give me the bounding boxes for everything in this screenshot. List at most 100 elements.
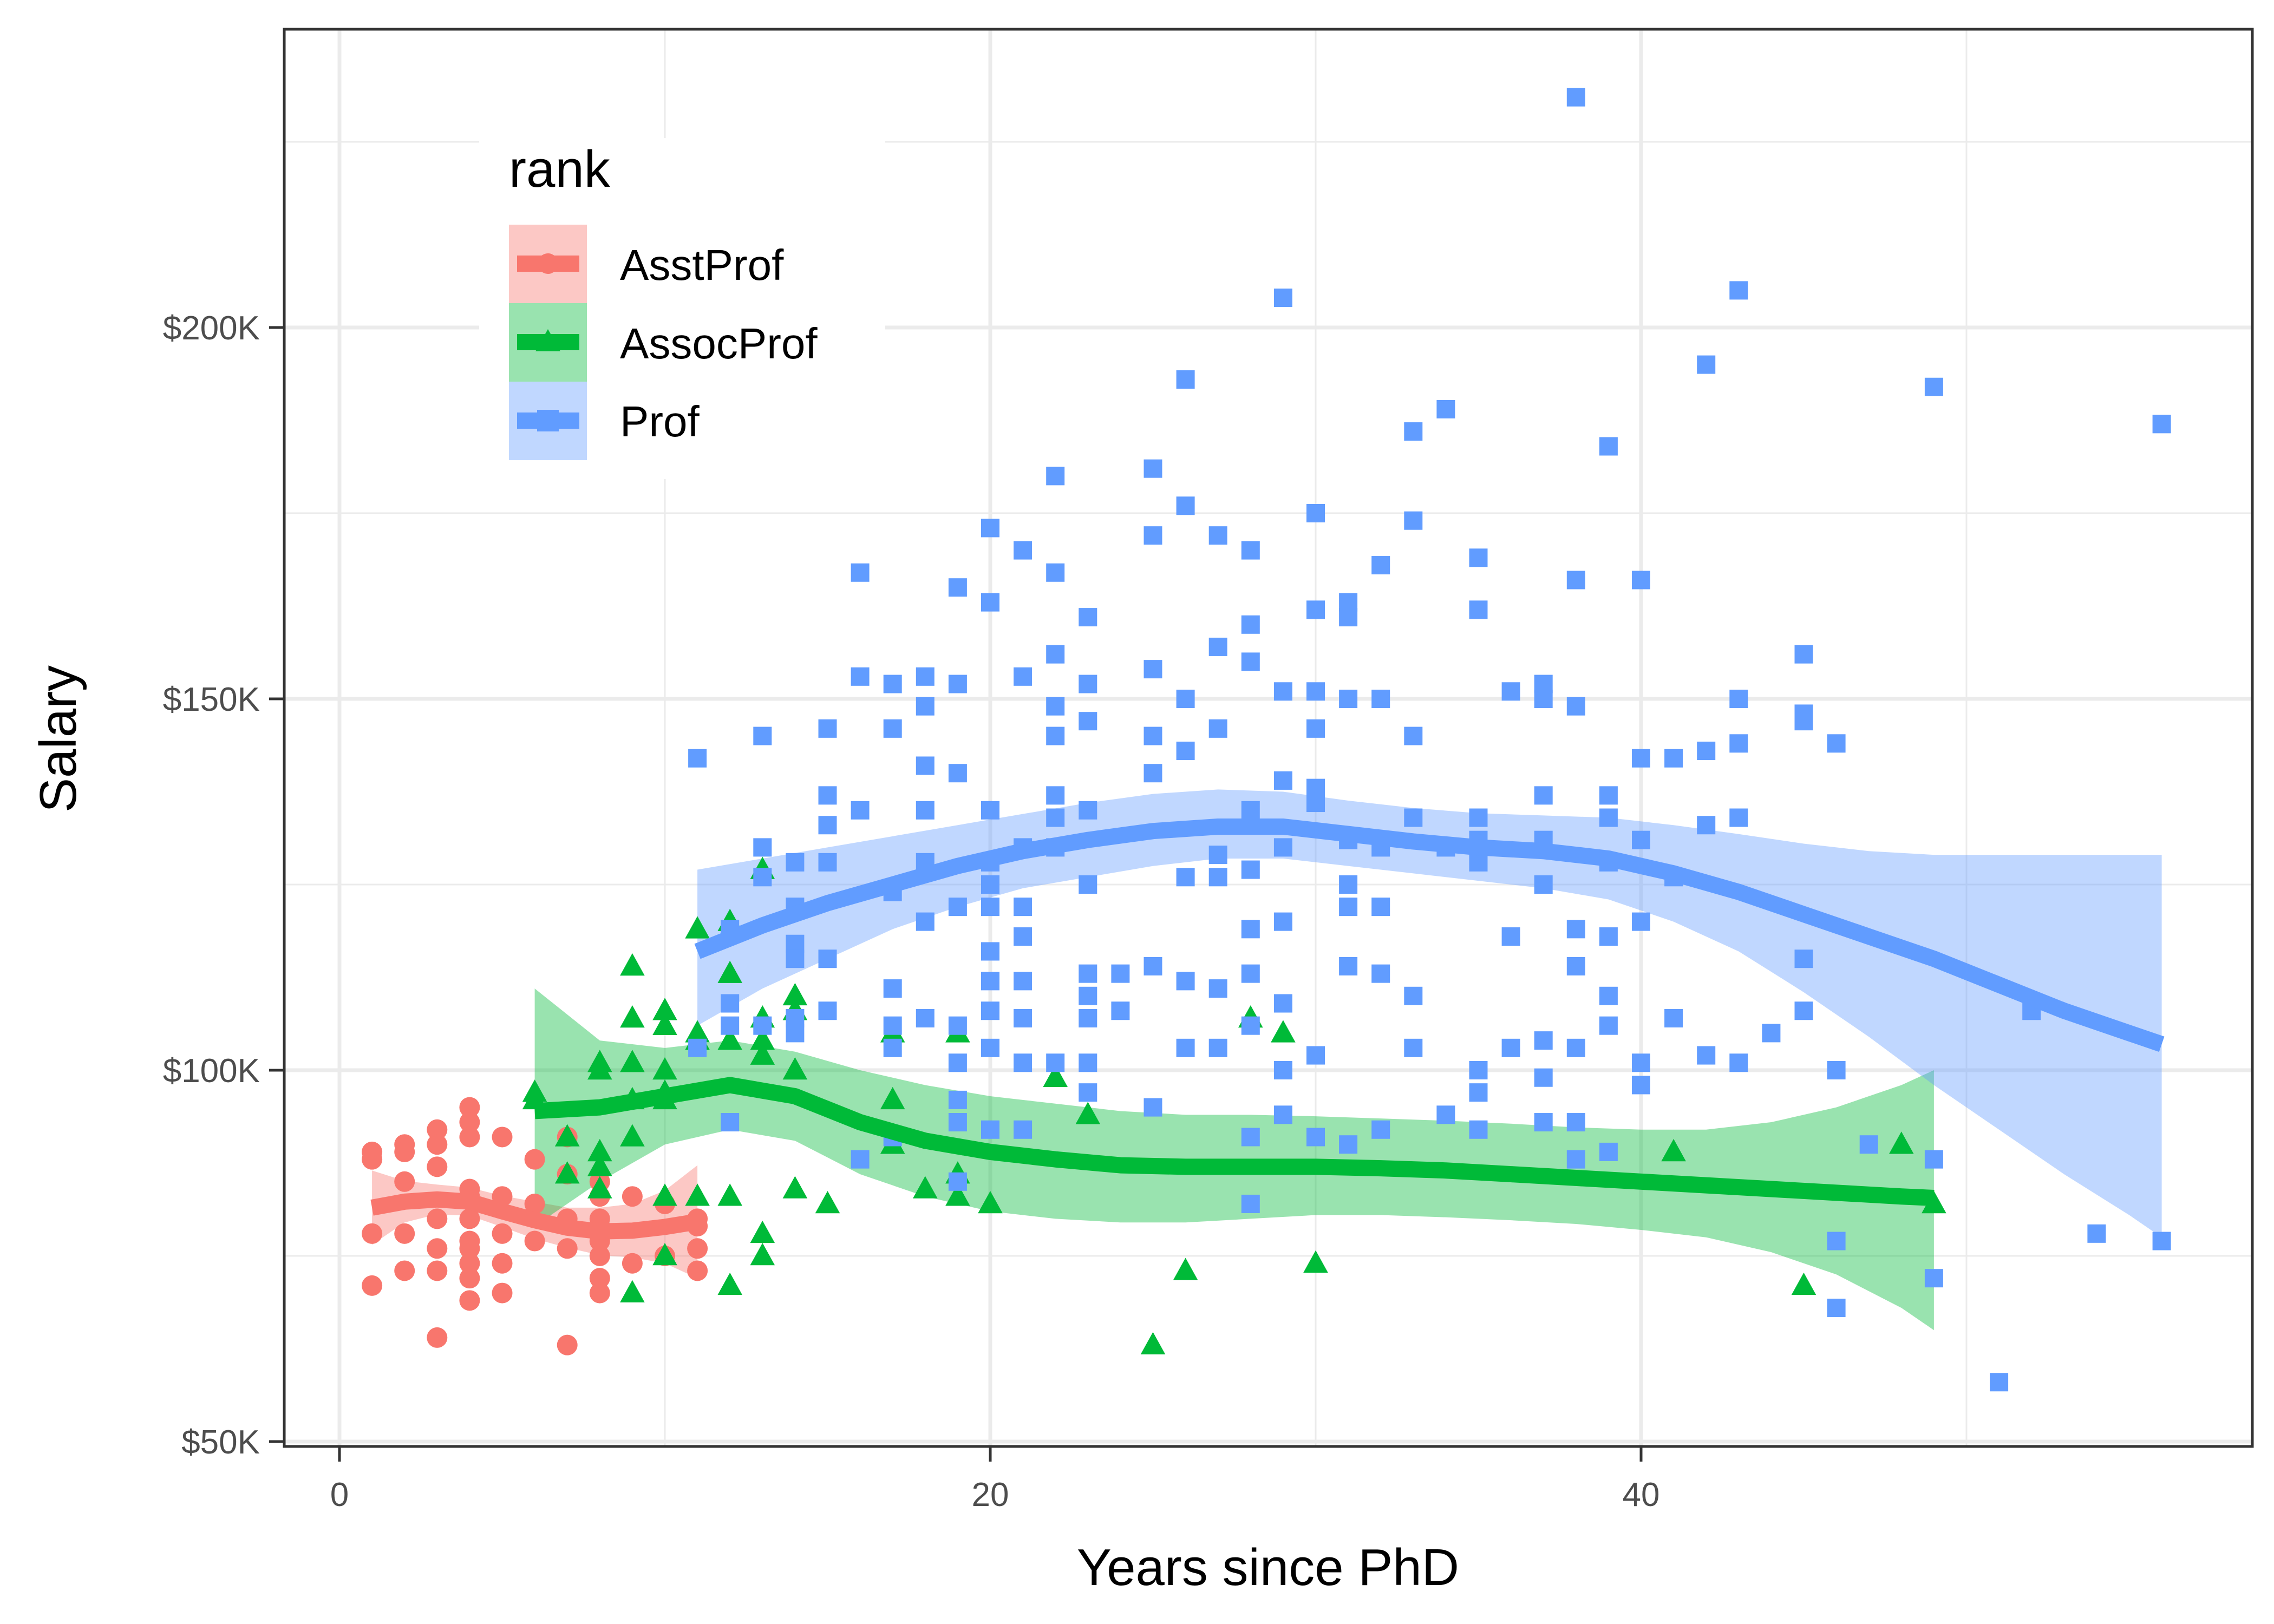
point-prof (981, 898, 999, 916)
point-prof (1501, 682, 1520, 701)
point-assocprof (1303, 1250, 1328, 1273)
point-assocprof (750, 1027, 775, 1050)
point-assocprof (587, 1154, 612, 1176)
point-assocprof (587, 1138, 612, 1162)
point-prof (1794, 949, 1813, 968)
point-prof (1014, 1120, 1033, 1139)
point-prof (1436, 1105, 1455, 1124)
point-assocprof (620, 1005, 645, 1028)
point-prof (1599, 1142, 1618, 1161)
point-prof (948, 1016, 967, 1035)
point-prof (1273, 994, 1292, 1013)
point-assocprof (782, 1176, 808, 1199)
point-prof (1599, 786, 1618, 805)
point-prof (1827, 734, 1846, 753)
point-prof (1339, 898, 1358, 916)
point-prof (1208, 846, 1227, 865)
point-prof (851, 1150, 870, 1169)
point-prof (1924, 1269, 1943, 1288)
point-asstprof (557, 1334, 578, 1355)
legend-key-marker-assocprof (535, 329, 560, 351)
point-prof (1566, 571, 1585, 590)
point-prof (1566, 957, 1585, 975)
point-prof (981, 1001, 999, 1020)
point-prof (851, 667, 870, 686)
point-prof (688, 1038, 707, 1057)
point-prof (1404, 1038, 1423, 1057)
point-prof (1143, 957, 1162, 975)
point-prof (1306, 719, 1325, 738)
point-assocprof (717, 1183, 742, 1206)
point-prof (1143, 1098, 1162, 1117)
point-prof (851, 563, 870, 582)
point-prof (1046, 1053, 1065, 1072)
point-assocprof (652, 1012, 677, 1035)
point-prof (981, 942, 999, 961)
point-prof (883, 1016, 902, 1035)
point-assocprof (685, 1183, 710, 1206)
point-assocprof (652, 1243, 677, 1266)
point-prof (1534, 1031, 1553, 1050)
point-assocprof (587, 1057, 612, 1080)
point-asstprof (427, 1327, 448, 1348)
point-prof (1566, 88, 1585, 107)
point-assocprof (750, 1042, 775, 1065)
point-prof (1143, 459, 1162, 478)
point-prof (1501, 927, 1520, 946)
point-prof (1273, 1105, 1292, 1124)
point-prof (1534, 690, 1553, 708)
point-prof (1371, 898, 1390, 916)
point-prof (1534, 875, 1553, 894)
point-prof (1111, 1001, 1130, 1020)
point-assocprof (1791, 1272, 1816, 1295)
point-prof (883, 719, 902, 738)
point-prof (916, 1009, 935, 1027)
point-prof (1339, 690, 1358, 708)
point-prof (1079, 964, 1097, 983)
legend-label-asstprof: AsstProf (620, 241, 784, 289)
point-prof (786, 1024, 805, 1043)
point-assocprof (945, 1183, 970, 1206)
point-prof (721, 994, 740, 1013)
legend-label-assocprof: AssocProf (620, 319, 818, 368)
point-prof (1208, 637, 1227, 656)
point-asstprof (427, 1260, 448, 1281)
point-prof (1404, 986, 1423, 1005)
point-assocprof (620, 953, 645, 976)
point-prof (1306, 1128, 1325, 1147)
point-prof (1469, 808, 1488, 827)
point-prof (883, 675, 902, 693)
point-prof (1241, 964, 1260, 983)
point-prof (1079, 1009, 1097, 1027)
point-asstprof (622, 1186, 643, 1207)
point-assocprof (620, 1050, 645, 1072)
point-assocprof (750, 1243, 775, 1266)
point-prof (1111, 964, 1130, 983)
point-prof (1079, 875, 1097, 894)
point-asstprof (589, 1282, 610, 1304)
point-prof (1079, 1083, 1097, 1102)
point-prof (1729, 1053, 1748, 1072)
point-asstprof (427, 1238, 448, 1259)
point-prof (1469, 548, 1488, 567)
x-axis-title: Years since PhD (1077, 1538, 1459, 1596)
point-assocprof (1173, 1258, 1198, 1280)
point-prof (818, 1001, 837, 1020)
point-prof (1079, 1053, 1097, 1072)
point-prof (1697, 1046, 1716, 1065)
point-prof (1079, 608, 1097, 627)
point-prof (1859, 1135, 1878, 1154)
point-prof (1306, 504, 1325, 522)
point-assocprof (750, 1220, 775, 1243)
point-prof (1371, 556, 1390, 575)
point-prof (1566, 920, 1585, 939)
point-assocprof (717, 1027, 742, 1050)
point-assocprof (913, 1176, 938, 1199)
point-prof (1697, 742, 1716, 761)
point-prof (1273, 682, 1292, 701)
point-asstprof (459, 1268, 480, 1289)
point-asstprof (459, 1127, 480, 1148)
point-prof (818, 816, 837, 835)
point-prof (1241, 920, 1260, 939)
point-prof (1046, 808, 1065, 827)
